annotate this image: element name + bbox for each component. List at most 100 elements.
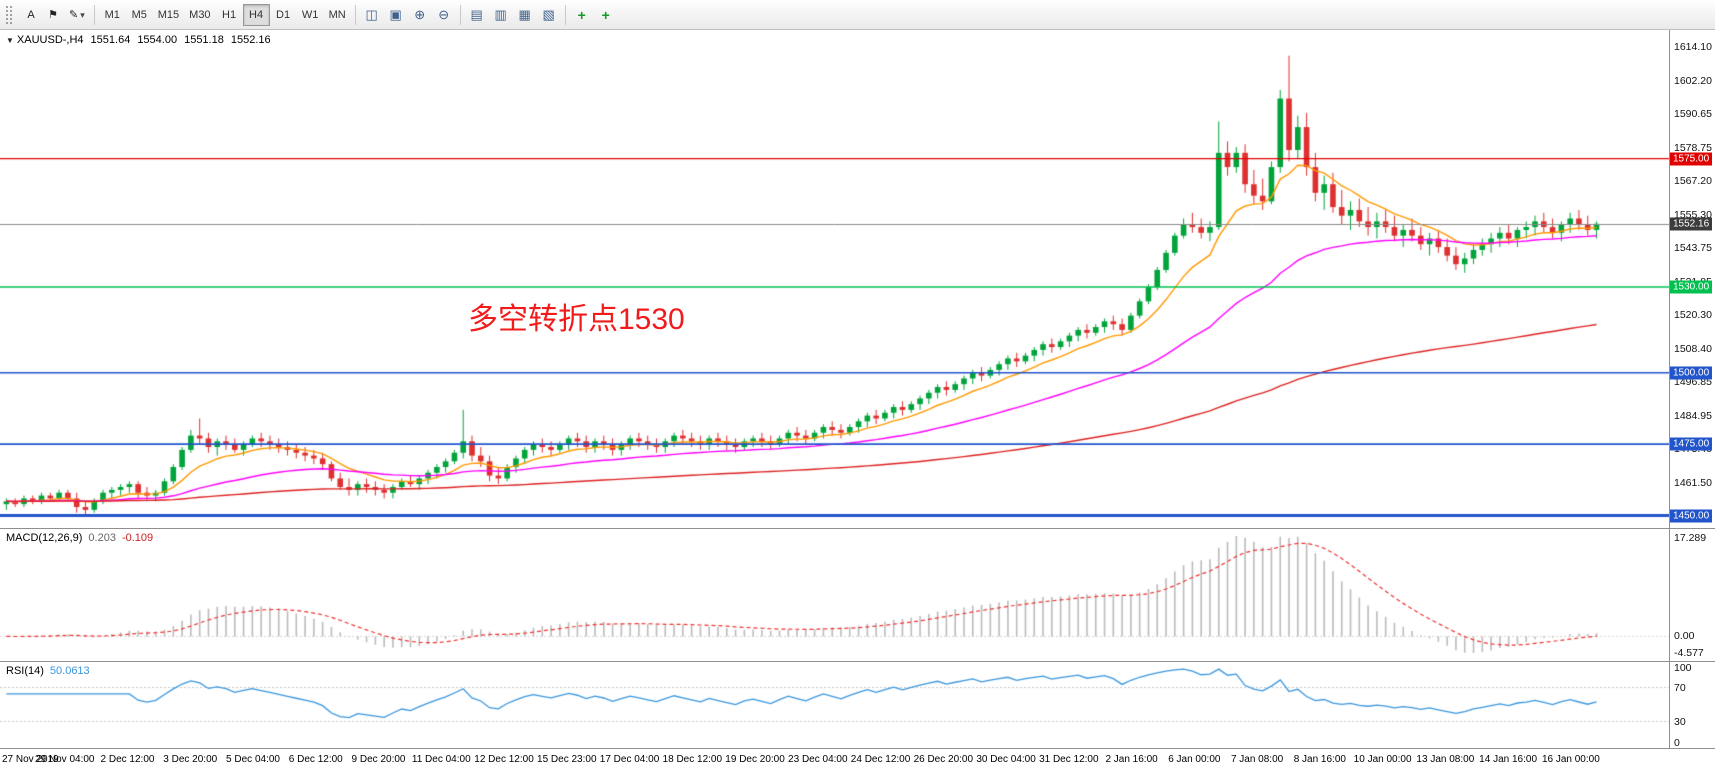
hline-price-badge: 1575.00 bbox=[1670, 152, 1713, 166]
time-axis-label: 2 Jan 16:00 bbox=[1105, 754, 1158, 765]
zoom-in-button[interactable]: ⊕ bbox=[408, 4, 432, 26]
draw-tools-dropdown-button[interactable]: ✎ ▾ bbox=[64, 4, 90, 26]
price-axis-separator bbox=[1669, 30, 1670, 748]
macd-scale-label: 0.00 bbox=[1674, 630, 1695, 643]
price-scale-label: 1520.30 bbox=[1674, 308, 1712, 321]
macd-label: MACD(12,26,9) 0.203 -0.109 bbox=[6, 532, 153, 544]
current-price-badge: 1552.16 bbox=[1670, 217, 1713, 231]
price-scale-label: 1590.65 bbox=[1674, 107, 1712, 120]
new-chart-button[interactable]: + bbox=[570, 4, 594, 26]
arrow-flag-tool-button[interactable]: ⚑ bbox=[42, 4, 64, 26]
time-axis-label: 24 Dec 12:00 bbox=[850, 754, 911, 765]
ohlc-low: 1551.18 bbox=[184, 34, 224, 46]
time-axis[interactable]: 27 Nov 2019 29 Nov 04:00 2 Dec 12:00 3 Dec … bbox=[0, 748, 1715, 781]
symbol-name: XAUUSD-,H4 bbox=[16, 34, 84, 46]
timeframe-m15-button[interactable]: M15 bbox=[153, 4, 184, 26]
time-axis-label: 3 Dec 20:00 bbox=[163, 754, 218, 765]
timeframe-h4-button[interactable]: H4 bbox=[242, 3, 270, 26]
symbol-info: ▼ XAUUSD-,H4 1551.64 1554.00 1551.18 1552.16 bbox=[6, 34, 271, 46]
rsi-canvas[interactable] bbox=[0, 662, 1669, 747]
time-axis-label: 30 Dec 04:00 bbox=[976, 754, 1036, 765]
ohlc-high: 1554.00 bbox=[137, 34, 178, 46]
macd-canvas[interactable] bbox=[0, 529, 1669, 660]
time-axis-label: 8 Jan 16:00 bbox=[1293, 754, 1346, 765]
ohlc-close: 1552.16 bbox=[230, 34, 271, 46]
hline-price-badge: 1450.00 bbox=[1670, 509, 1713, 523]
timeframe-m30-button[interactable]: M30 bbox=[184, 4, 215, 26]
toolbar-separator bbox=[564, 4, 566, 25]
macd-main-value: 0.203 bbox=[88, 532, 116, 544]
pencil-icon: ✎ bbox=[69, 9, 79, 21]
rsi-scale-label: 100 bbox=[1674, 662, 1692, 674]
price-scale-label: 1602.20 bbox=[1674, 74, 1712, 87]
chart-window-button[interactable]: ◫ bbox=[360, 4, 384, 26]
toolbar: A ⚑ ✎ ▾ M1 M5 M15 M30 H1 H4 D1 W1 MN ◫ ▣ … bbox=[0, 0, 1715, 30]
time-axis-label: 10 Jan 00:00 bbox=[1353, 754, 1412, 765]
price-scale-label: 1543.75 bbox=[1674, 241, 1712, 254]
add-indicator-button[interactable]: + bbox=[594, 4, 618, 26]
rsi-panel: RSI(14) 50.0613 100 70 30 0 bbox=[0, 661, 1715, 749]
time-axis-label: 11 Dec 04:00 bbox=[411, 754, 471, 765]
main-chart-canvas[interactable] bbox=[0, 30, 1669, 527]
price-scale-label: 1484.95 bbox=[1674, 409, 1712, 422]
timeframe-d1-button[interactable]: D1 bbox=[270, 4, 297, 26]
hline-price-badge: 1530.00 bbox=[1670, 280, 1713, 294]
hline-price-badge: 1475.00 bbox=[1670, 437, 1713, 451]
time-axis-label: 27 Nov 2019 bbox=[2, 754, 59, 765]
timeframe-w1-button[interactable]: W1 bbox=[297, 4, 324, 26]
tile-horizontal-button[interactable]: ▤ bbox=[465, 4, 489, 26]
timeframe-m1-button[interactable]: M1 bbox=[99, 4, 126, 26]
price-scale-label: 1578.75 bbox=[1674, 141, 1712, 154]
price-scale-label: 1461.50 bbox=[1674, 476, 1712, 489]
toolbar-separator bbox=[459, 4, 461, 25]
time-axis-label: 23 Dec 04:00 bbox=[788, 754, 848, 765]
time-axis-label: 29 Nov 04:00 bbox=[35, 754, 95, 765]
time-axis-label: 31 Dec 12:00 bbox=[1039, 754, 1099, 765]
macd-panel: MACD(12,26,9) 0.203 -0.109 17.289 0.00 -4.… bbox=[0, 528, 1715, 661]
zoom-out-button[interactable]: ⊖ bbox=[432, 4, 456, 26]
time-axis-label: 15 Dec 23:00 bbox=[537, 754, 597, 765]
toolbar-grip-icon[interactable] bbox=[5, 4, 14, 25]
time-axis-label: 7 Jan 08:00 bbox=[1230, 754, 1284, 765]
ohlc-open: 1551.64 bbox=[90, 34, 131, 46]
time-axis-label: 18 Dec 12:00 bbox=[662, 754, 723, 765]
time-axis-label: 16 Jan 00:00 bbox=[1541, 754, 1600, 765]
chevron-down-icon: ▾ bbox=[80, 10, 85, 20]
chart-annotation-text[interactable]: 多空转折点1530 bbox=[468, 303, 685, 336]
hline-price-badge: 1500.00 bbox=[1670, 366, 1713, 380]
chart-shift-button[interactable]: ▣ bbox=[384, 4, 408, 26]
time-axis-label: 26 Dec 20:00 bbox=[913, 754, 974, 765]
rsi-scale-label: 70 bbox=[1674, 681, 1686, 694]
rsi-label: RSI(14) 50.0613 bbox=[6, 665, 90, 677]
cascade-windows-button[interactable]: ▧ bbox=[537, 4, 561, 26]
rsi-scale-label: 30 bbox=[1674, 715, 1686, 728]
time-axis-label: 5 Dec 04:00 bbox=[226, 754, 280, 765]
time-axis-label: 12 Dec 12:00 bbox=[474, 754, 534, 765]
price-scale-label: 1614.10 bbox=[1674, 40, 1712, 53]
chart-area: ▼ XAUUSD-,H4 1551.64 1554.00 1551.18 1552.16 … bbox=[0, 30, 1715, 781]
price-scale-label: 1567.20 bbox=[1674, 174, 1712, 187]
toolbar-separator bbox=[93, 4, 95, 25]
main-chart-panel: ▼ XAUUSD-,H4 1551.64 1554.00 1551.18 1552.16 … bbox=[0, 30, 1715, 528]
time-axis-label: 19 Dec 20:00 bbox=[725, 754, 785, 765]
toolbar-separator bbox=[354, 4, 356, 25]
macd-name: MACD(12,26,9) bbox=[6, 532, 83, 544]
time-axis-label: 13 Jan 08:00 bbox=[1416, 754, 1475, 765]
time-axis-label: 9 Dec 20:00 bbox=[351, 754, 406, 765]
timeframe-h1-button[interactable]: H1 bbox=[216, 4, 243, 26]
collapse-triangle-icon[interactable]: ▼ bbox=[6, 36, 14, 45]
rsi-name: RSI(14) bbox=[6, 665, 44, 677]
timeframe-m5-button[interactable]: M5 bbox=[126, 4, 153, 26]
text-tool-button[interactable]: A bbox=[20, 4, 42, 26]
tile-vertical-button[interactable]: ▥ bbox=[489, 4, 513, 26]
timeframe-mn-button[interactable]: MN bbox=[324, 4, 351, 26]
macd-scale-label: 17.289 bbox=[1674, 532, 1707, 544]
rsi-value: 50.0613 bbox=[49, 665, 90, 677]
macd-signal-value: -0.109 bbox=[121, 532, 154, 544]
tile-windows-button[interactable]: ▦ bbox=[513, 4, 537, 26]
price-scale-label: 1508.40 bbox=[1674, 342, 1712, 355]
time-axis-label: 14 Jan 16:00 bbox=[1479, 754, 1538, 765]
macd-scale-label: -4.577 bbox=[1674, 647, 1704, 659]
rsi-scale-label: 0 bbox=[1674, 737, 1680, 749]
time-axis-label: 6 Jan 00:00 bbox=[1168, 754, 1221, 765]
